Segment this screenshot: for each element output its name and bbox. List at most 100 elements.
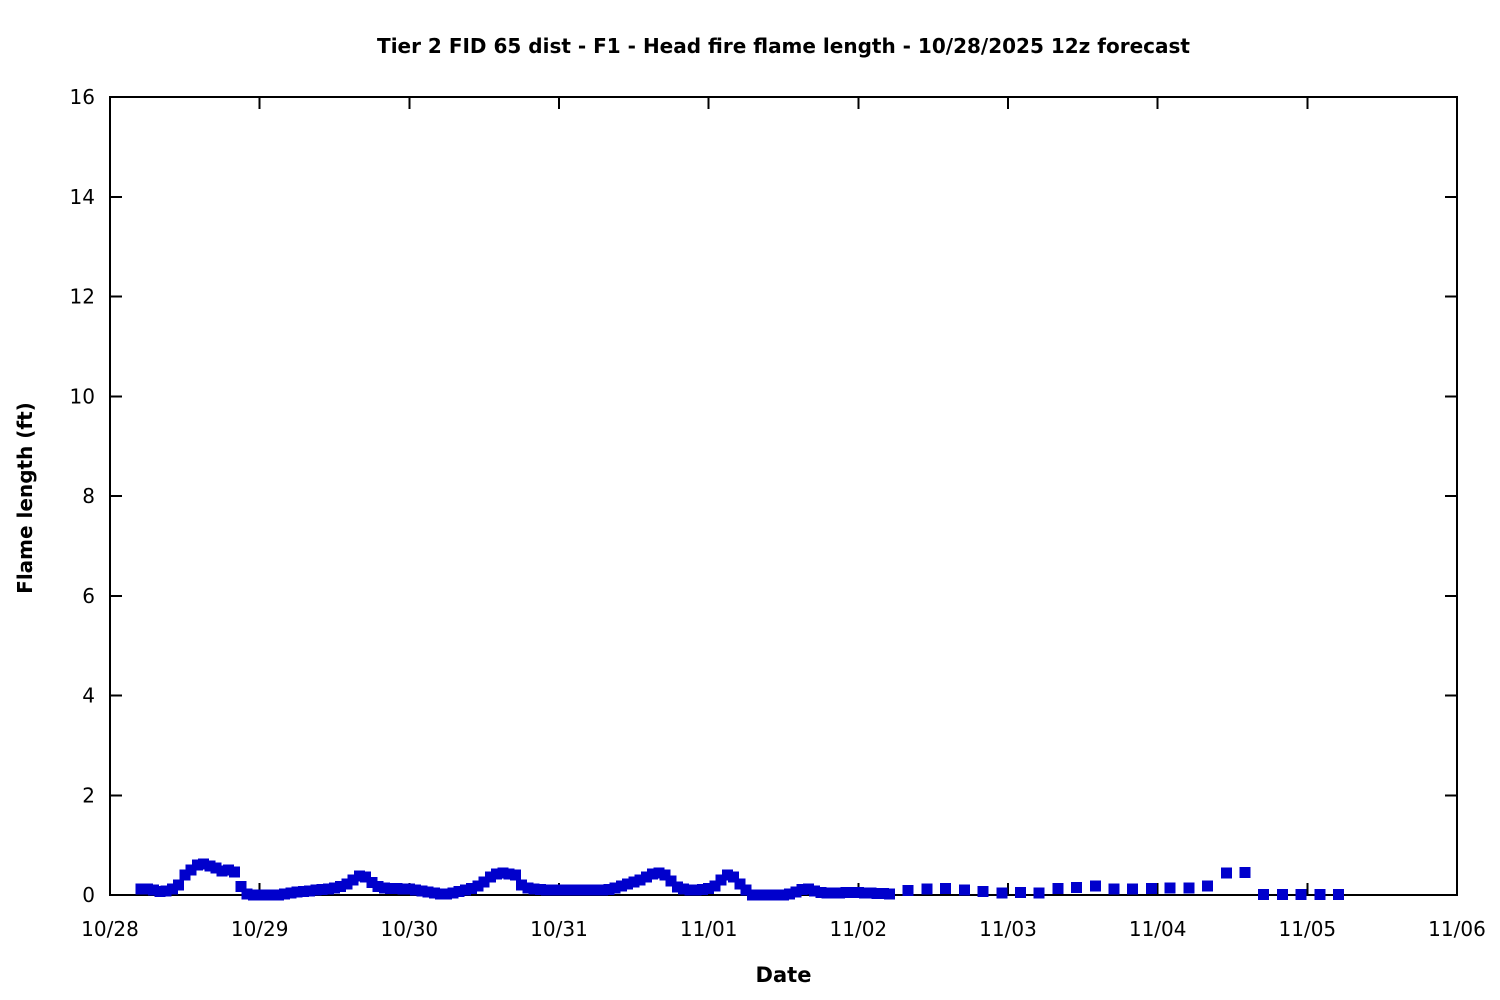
- data-point: [834, 887, 846, 899]
- data-point: [565, 884, 577, 896]
- y-tick-label: 16: [70, 85, 95, 109]
- x-tick-label: 11/02: [830, 917, 888, 941]
- data-point: [304, 885, 316, 897]
- data-point: [597, 884, 609, 896]
- data-point: [759, 889, 771, 901]
- data-point: [827, 887, 839, 899]
- data-point: [497, 867, 509, 879]
- x-tick-label: 10/31: [530, 917, 588, 941]
- data-point: [154, 886, 166, 898]
- data-point: [328, 882, 340, 894]
- data-point: [665, 875, 677, 887]
- data-point: [191, 859, 203, 871]
- data-point: [634, 874, 646, 886]
- data-point: [335, 881, 347, 893]
- data-point: [397, 883, 409, 895]
- data-point: [821, 887, 833, 899]
- data-point: [310, 884, 322, 896]
- data-point: [435, 888, 447, 900]
- y-tick-label: 4: [82, 684, 95, 708]
- data-point: [884, 888, 896, 900]
- chart-title: Tier 2 FID 65 dist - F1 - Head fire flam…: [377, 34, 1190, 58]
- data-point: [166, 883, 178, 895]
- data-point: [840, 887, 852, 899]
- y-tick-label: 6: [82, 584, 95, 608]
- y-tick-label: 14: [70, 185, 95, 209]
- data-point: [541, 884, 553, 896]
- data-point: [590, 884, 602, 896]
- data-point: [1108, 883, 1120, 895]
- data-point: [603, 884, 615, 896]
- data-point: [447, 887, 459, 899]
- data-point: [1052, 883, 1064, 895]
- x-tick-label: 11/06: [1428, 917, 1486, 941]
- data-point: [272, 889, 284, 901]
- data-point: [441, 888, 453, 900]
- data-point: [1314, 889, 1326, 901]
- data-point: [135, 883, 147, 895]
- y-tick-label: 2: [82, 783, 95, 807]
- data-point: [765, 889, 777, 901]
- data-point: [1089, 880, 1101, 892]
- data-point: [422, 886, 434, 898]
- data-point: [1220, 867, 1232, 879]
- data-point: [216, 865, 228, 877]
- data-point: [659, 869, 671, 881]
- data-point: [297, 886, 309, 898]
- data-point: [385, 883, 397, 895]
- data-point: [285, 887, 297, 899]
- data-point: [247, 889, 259, 901]
- data-point: [871, 888, 883, 900]
- data-point: [509, 869, 521, 881]
- data-point: [921, 883, 933, 895]
- data-point: [671, 881, 683, 893]
- data-point: [777, 889, 789, 901]
- y-tick-label: 8: [82, 484, 95, 508]
- data-point: [696, 884, 708, 896]
- y-axis-label: Flame length (ft): [13, 402, 37, 594]
- data-point: [784, 888, 796, 900]
- data-point: [703, 883, 715, 895]
- data-point: [528, 883, 540, 895]
- data-point: [940, 883, 952, 895]
- data-point: [578, 884, 590, 896]
- y-tick-label: 12: [70, 285, 95, 309]
- data-point: [1276, 889, 1288, 901]
- data-point: [1033, 887, 1045, 899]
- data-point: [360, 871, 372, 883]
- x-tick-label: 10/29: [231, 917, 289, 941]
- data-point: [516, 879, 528, 891]
- data-point: [796, 884, 808, 896]
- data-point: [210, 862, 222, 874]
- x-tick-label: 11/01: [680, 917, 738, 941]
- data-point: [1164, 882, 1176, 894]
- data-point: [640, 871, 652, 883]
- data-point: [715, 874, 727, 886]
- data-point: [484, 871, 496, 883]
- data-point: [1239, 867, 1251, 879]
- data-point: [141, 883, 153, 895]
- data-point: [852, 887, 864, 899]
- data-point: [279, 888, 291, 900]
- x-axis-label: Date: [755, 963, 812, 987]
- data-point: [478, 876, 490, 888]
- data-point: [185, 864, 197, 876]
- x-tick-label: 10/28: [81, 917, 139, 941]
- data-point: [372, 881, 384, 893]
- data-point: [1127, 883, 1139, 895]
- data-point: [584, 884, 596, 896]
- data-point: [416, 885, 428, 897]
- data-point: [678, 883, 690, 895]
- data-point: [609, 882, 621, 894]
- data-point: [653, 867, 665, 879]
- data-point: [1295, 889, 1307, 901]
- data-point: [740, 884, 752, 896]
- data-point: [241, 888, 253, 900]
- data-point: [1183, 882, 1195, 894]
- data-point: [353, 870, 365, 882]
- y-tick-label: 10: [70, 384, 95, 408]
- data-point: [877, 888, 889, 900]
- x-tick-label: 11/04: [1129, 917, 1187, 941]
- data-point: [378, 882, 390, 894]
